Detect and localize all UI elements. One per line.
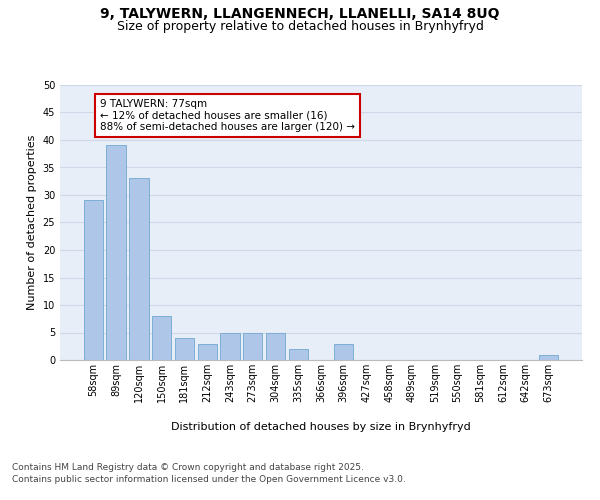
Text: Size of property relative to detached houses in Brynhyfryd: Size of property relative to detached ho… <box>116 20 484 33</box>
Y-axis label: Number of detached properties: Number of detached properties <box>27 135 37 310</box>
Bar <box>106 146 126 360</box>
Text: 9, TALYWERN, LLANGENNECH, LLANELLI, SA14 8UQ: 9, TALYWERN, LLANGENNECH, LLANELLI, SA14… <box>100 8 500 22</box>
Text: 9 TALYWERN: 77sqm
← 12% of detached houses are smaller (16)
88% of semi-detached: 9 TALYWERN: 77sqm ← 12% of detached hous… <box>100 98 355 132</box>
Bar <box>84 200 103 360</box>
Text: Contains public sector information licensed under the Open Government Licence v3: Contains public sector information licen… <box>12 475 406 484</box>
Bar <box>266 332 285 360</box>
Bar <box>289 349 308 360</box>
Bar <box>152 316 172 360</box>
Bar <box>197 344 217 360</box>
Text: Contains HM Land Registry data © Crown copyright and database right 2025.: Contains HM Land Registry data © Crown c… <box>12 462 364 471</box>
Bar <box>539 354 558 360</box>
Text: Distribution of detached houses by size in Brynhyfryd: Distribution of detached houses by size … <box>171 422 471 432</box>
Bar <box>220 332 239 360</box>
Bar <box>129 178 149 360</box>
Bar <box>243 332 262 360</box>
Bar <box>175 338 194 360</box>
Bar <box>334 344 353 360</box>
